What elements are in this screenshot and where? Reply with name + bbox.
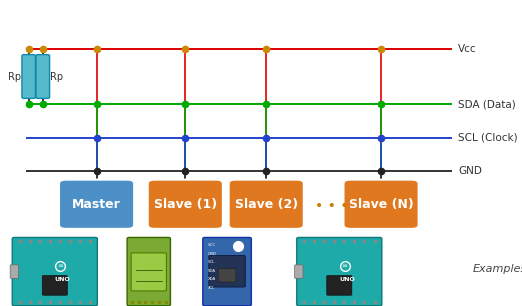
Text: ∞: ∞ [341,263,348,269]
Text: UNO: UNO [339,277,355,282]
Text: • • •: • • • [315,199,348,213]
FancyBboxPatch shape [218,269,236,282]
Text: Rp: Rp [50,72,63,81]
FancyBboxPatch shape [209,256,245,287]
Text: GND: GND [207,252,217,256]
FancyBboxPatch shape [36,54,50,98]
Text: SDA (Data): SDA (Data) [458,99,516,109]
Text: Master: Master [72,198,121,211]
Text: Vcc: Vcc [458,44,477,54]
Text: Examples: Examples [472,264,522,274]
Text: XCL: XCL [207,286,215,290]
Text: Rp: Rp [8,72,21,81]
Text: Slave (1): Slave (1) [154,198,217,211]
Text: UNO: UNO [55,277,70,282]
FancyBboxPatch shape [294,265,303,278]
Text: GND: GND [458,166,482,176]
FancyBboxPatch shape [148,180,223,229]
Text: VCC: VCC [207,243,216,247]
FancyBboxPatch shape [127,237,170,306]
FancyBboxPatch shape [296,237,382,306]
FancyBboxPatch shape [229,180,304,229]
Text: XDA: XDA [207,278,216,282]
FancyBboxPatch shape [131,253,167,291]
FancyBboxPatch shape [42,276,67,295]
Text: Slave (N): Slave (N) [349,198,413,211]
FancyBboxPatch shape [22,54,35,98]
FancyBboxPatch shape [343,180,419,229]
Text: Slave (2): Slave (2) [235,198,298,211]
FancyBboxPatch shape [12,237,97,306]
Text: ∞: ∞ [57,263,63,269]
Text: SCL (Clock): SCL (Clock) [458,133,518,143]
Text: SDA: SDA [207,269,216,273]
FancyBboxPatch shape [59,180,134,229]
FancyBboxPatch shape [327,276,352,295]
Text: SCL: SCL [207,260,215,264]
FancyBboxPatch shape [203,237,252,306]
FancyBboxPatch shape [10,265,19,278]
